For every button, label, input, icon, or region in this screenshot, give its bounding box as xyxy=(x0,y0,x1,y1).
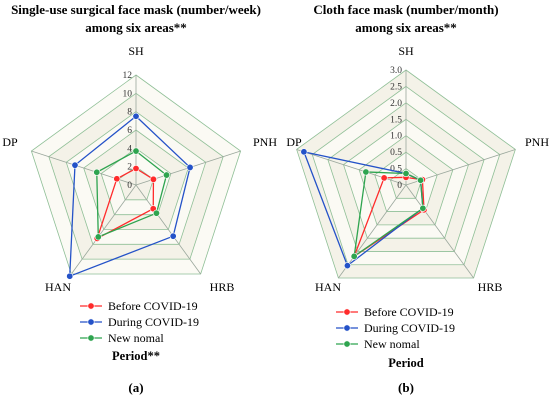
data-point-new xyxy=(362,168,370,176)
legend-swatch-marker xyxy=(87,302,95,310)
legend-swatch-marker xyxy=(343,340,351,348)
grid-spoke xyxy=(71,184,137,275)
data-point-before xyxy=(149,175,157,183)
series-line-during xyxy=(69,115,191,278)
axis-label: HAN xyxy=(45,280,71,294)
tick-label: 2 xyxy=(127,163,132,173)
axis-label: PNH xyxy=(525,135,549,149)
data-point-during xyxy=(300,148,308,156)
axis-label: HAN xyxy=(315,280,341,294)
tick-label: 12 xyxy=(123,71,133,81)
tick-label: 8 xyxy=(127,108,132,118)
legend-label: Before COVID-19 xyxy=(364,305,454,319)
grid-spoke xyxy=(135,184,201,275)
tick-label: 10 xyxy=(123,89,133,99)
chart-title-line: Single-use surgical face mask (number/we… xyxy=(11,2,261,17)
data-point-before xyxy=(380,174,388,182)
data-point-new xyxy=(419,204,427,212)
legend-label: New nomal xyxy=(364,337,420,351)
period-label: Period xyxy=(388,356,423,370)
period-label: Period** xyxy=(112,349,160,363)
tick-label: 2.5 xyxy=(390,82,402,92)
legend-swatch-marker xyxy=(87,318,95,326)
axis-label: SH xyxy=(128,44,144,58)
legend-swatch-marker xyxy=(343,324,351,332)
data-point-new xyxy=(94,233,102,241)
legend-label: Before COVID-19 xyxy=(108,299,198,313)
data-point-new xyxy=(402,170,410,178)
tick-label: 3.0 xyxy=(390,66,402,76)
data-point-new xyxy=(93,168,101,176)
tick-label: 4 xyxy=(127,144,132,154)
axis-label: DP xyxy=(286,135,302,149)
tick-label: 0 xyxy=(397,181,402,191)
axis-label: HRB xyxy=(478,280,503,294)
panel-label: (a) xyxy=(128,380,143,395)
legend-swatch-marker xyxy=(87,334,95,342)
data-point-during xyxy=(186,163,194,171)
data-point-new xyxy=(132,147,140,155)
data-point-new xyxy=(163,171,171,179)
data-point-during xyxy=(66,272,74,280)
tick-label: 0.5 xyxy=(390,165,402,175)
axis-label: SH xyxy=(398,44,414,58)
tick-label: 6 xyxy=(127,126,132,136)
data-point-during xyxy=(132,112,140,120)
data-point-new xyxy=(417,176,425,184)
axis-label: DP xyxy=(2,135,18,149)
legend-label: New nomal xyxy=(108,331,164,345)
data-point-new xyxy=(152,209,160,217)
tick-label: 0.5 xyxy=(390,148,402,158)
tick-label: 1.0 xyxy=(390,132,402,142)
legend-label: During COVID-19 xyxy=(108,315,199,329)
data-point-during xyxy=(71,161,79,169)
tick-label: 1.5 xyxy=(390,115,402,125)
series-line-new xyxy=(96,150,168,238)
data-point-before xyxy=(132,165,140,173)
axis-label: HRB xyxy=(210,280,235,294)
data-point-new xyxy=(350,252,358,260)
grid-spoke xyxy=(338,184,407,279)
tick-label: 2.0 xyxy=(390,99,402,109)
chart-title-line: Cloth face mask (number/month) xyxy=(313,2,498,17)
chart-title-line: among six areas** xyxy=(355,20,457,35)
grid-spoke xyxy=(296,149,407,186)
chart-title-line: among six areas** xyxy=(85,20,187,35)
tick-label: 0 xyxy=(127,181,132,191)
data-point-during xyxy=(169,232,177,240)
data-point-during xyxy=(343,262,351,270)
grid-spoke xyxy=(405,184,474,279)
legend-swatch-marker xyxy=(343,308,351,316)
data-point-before xyxy=(113,175,121,183)
panel-label: (b) xyxy=(398,380,414,395)
axis-label: PNH xyxy=(253,135,277,149)
legend-label: During COVID-19 xyxy=(364,321,455,335)
